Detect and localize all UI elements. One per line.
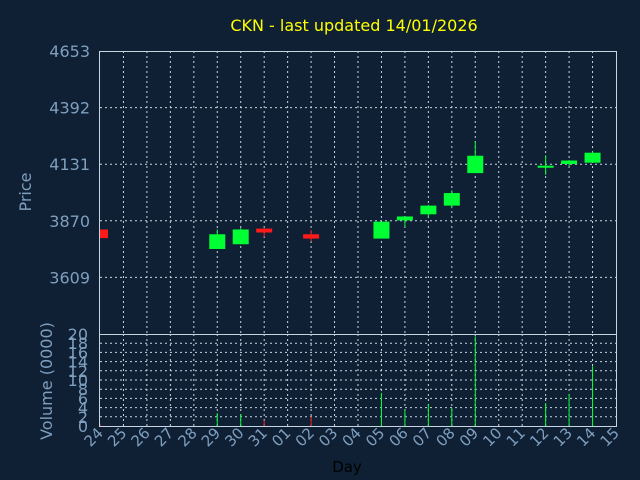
volume-grid (100, 334, 616, 426)
volume-bars (99, 336, 594, 426)
volume-tick-label: 4 (78, 399, 88, 418)
candle (467, 141, 484, 174)
day-tick-label: 27 (151, 424, 177, 450)
x-axis-label: Day (332, 458, 362, 476)
price-tick-labels: 3609 3870 4131 4392 4653 (49, 42, 90, 287)
day-tick-label: 01 (268, 424, 294, 450)
volume-tick-label: 8 (78, 380, 88, 399)
candle (443, 190, 460, 209)
day-tick-labels: 2425262728293031010203040506070809101112… (81, 424, 623, 450)
candle-body (537, 165, 554, 168)
day-tick-label: 07 (409, 424, 435, 450)
candle-body (443, 193, 460, 206)
day-tick-label: 08 (432, 424, 458, 450)
candle-body (232, 229, 249, 245)
candle-body (396, 216, 413, 221)
day-tick-label: 14 (573, 424, 599, 450)
volume-tick-label: 12 (68, 362, 88, 381)
candle (373, 221, 390, 239)
y-axis-label: Price (16, 172, 35, 211)
day-tick-label: 05 (362, 424, 388, 450)
volume-panel-frame (99, 334, 617, 427)
candle (303, 229, 320, 242)
candle-body (420, 205, 437, 215)
candle-body (209, 234, 226, 249)
candle (209, 229, 226, 249)
candle (99, 229, 108, 239)
day-tick-label: 25 (104, 424, 130, 450)
candle (256, 227, 273, 237)
day-tick-label: 04 (339, 424, 365, 450)
day-tick-label: 12 (526, 424, 552, 450)
price-tick-label: 4131 (49, 155, 90, 174)
day-tick-label: 28 (174, 424, 200, 450)
candle-body (303, 234, 320, 239)
candle-body (467, 155, 484, 174)
volume-tick-label: 2 (78, 408, 88, 427)
candle-body (100, 229, 108, 239)
day-tick-label: 26 (128, 424, 154, 450)
day-tick-label: 15 (597, 424, 623, 450)
day-tick-label: 06 (386, 424, 412, 450)
day-tick-label: 02 (292, 424, 318, 450)
volume-tick-label: 16 (68, 343, 88, 362)
day-tick-label: 03 (315, 424, 341, 450)
candle (232, 228, 249, 245)
chart-title: CKN - last updated 14/01/2026 (230, 16, 477, 35)
candle (561, 160, 578, 167)
day-tick-label: 10 (479, 424, 505, 450)
candle-body (373, 221, 390, 239)
day-tick-label: 13 (550, 424, 576, 450)
day-tick-label: 09 (456, 424, 482, 450)
price-grid (100, 51, 616, 334)
day-tick-label: 31 (245, 424, 271, 450)
day-tick-label: 11 (503, 424, 529, 450)
volume-tick-label: 6 (78, 389, 88, 408)
volume-tick-label: 10 (68, 371, 88, 390)
candle (537, 155, 554, 175)
candle (420, 204, 437, 218)
price-tick-label: 3609 (49, 268, 90, 287)
candle-body (584, 152, 601, 163)
price-tick-label: 3870 (49, 212, 90, 231)
candle-body (256, 228, 273, 233)
volume-tick-label: 14 (68, 353, 88, 372)
price-tick-label: 4392 (49, 99, 90, 118)
candle-body (561, 160, 578, 164)
volume-tick-label: 0 (78, 417, 88, 436)
price-tick-label: 4653 (49, 42, 90, 61)
day-tick-label: 29 (198, 424, 224, 450)
volume-tick-label: 18 (68, 334, 88, 353)
day-tick-label: 30 (221, 424, 247, 450)
volume-axis-label: Volume (0000) (37, 322, 56, 440)
volume-tick-label: 20 (68, 325, 88, 344)
candle (396, 216, 413, 227)
candles (99, 141, 601, 249)
candle (584, 151, 601, 163)
